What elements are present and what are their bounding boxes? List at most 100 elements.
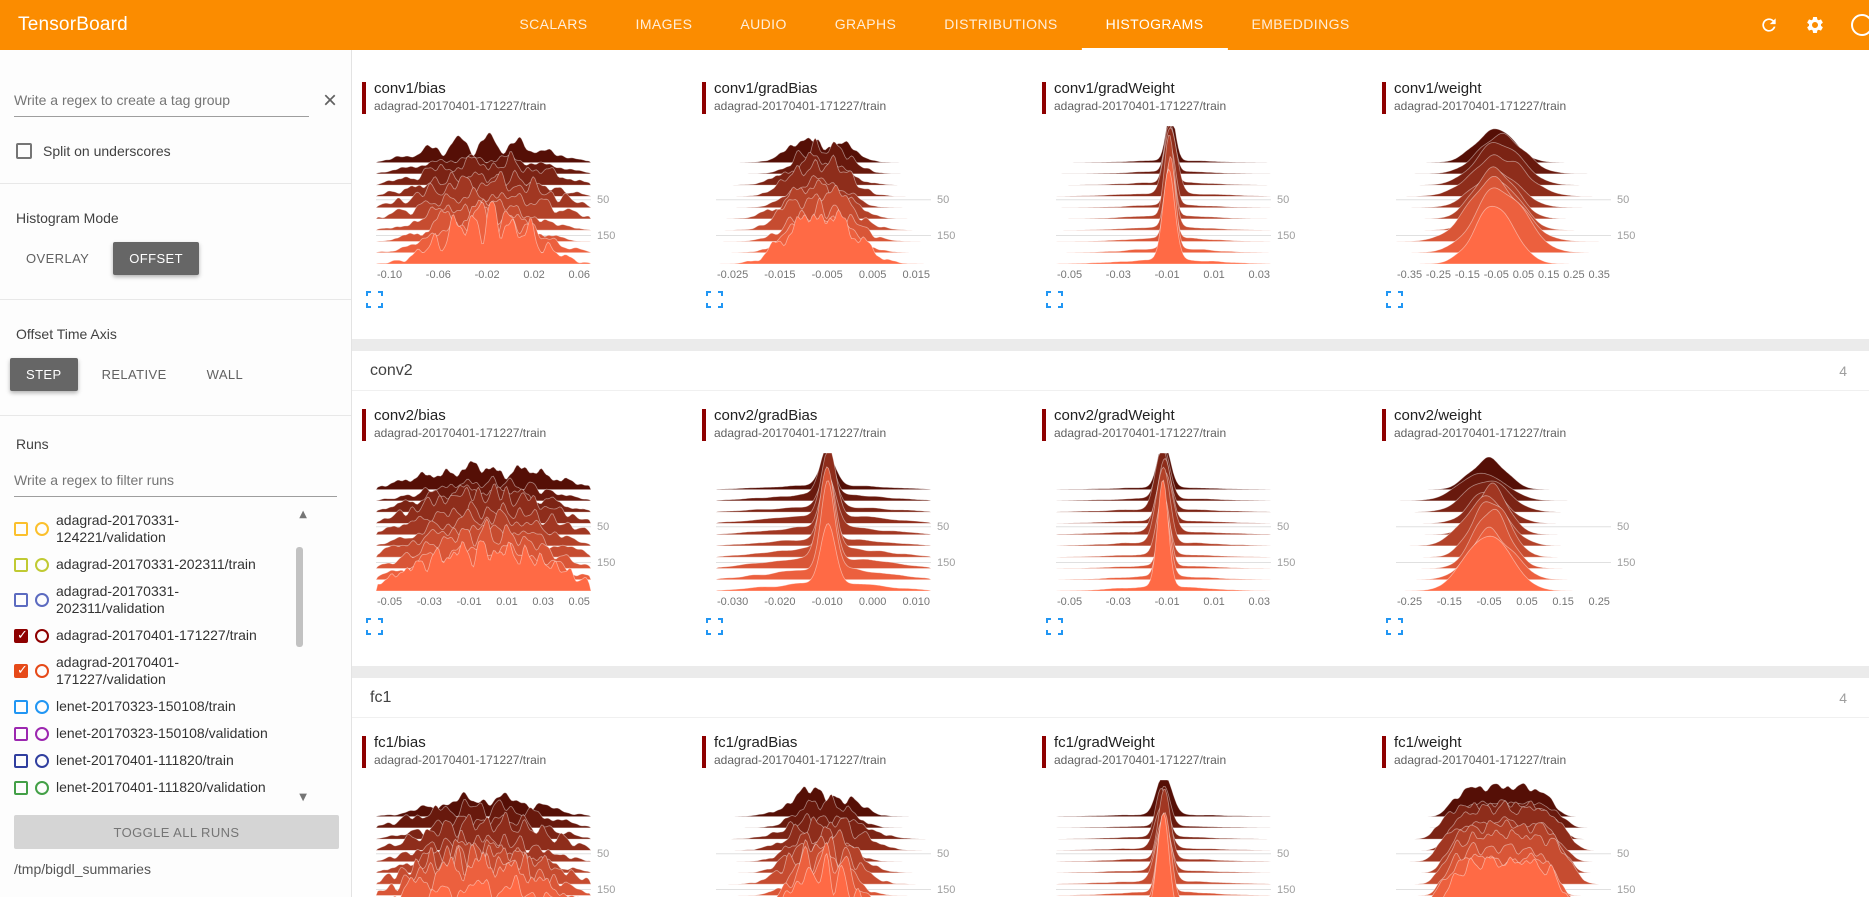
clear-tag-filter-icon[interactable]: × (322, 86, 337, 114)
histogram-chart[interactable]: 50 150 (714, 451, 955, 594)
expand-icon[interactable] (358, 291, 383, 312)
run-radio-icon[interactable] (35, 628, 49, 643)
card-run-label: adagrad-20170401-171227/train (1394, 99, 1567, 113)
run-item[interactable]: lenet-20170323-150108/validation (14, 720, 295, 747)
card-run-label: adagrad-20170401-171227/train (1394, 426, 1567, 440)
y-tick-label: 50 (597, 193, 610, 206)
offset-time-axis-wall-button[interactable]: WALL (191, 358, 260, 391)
run-checkbox-icon[interactable] (14, 726, 28, 741)
offset-time-axis-step-button[interactable]: STEP (10, 358, 78, 391)
histogram-chart[interactable]: 50 150 (374, 451, 615, 594)
settings-gear-icon[interactable] (1805, 15, 1825, 35)
expand-icon[interactable] (1378, 291, 1403, 312)
main-content: conv1/bias adagrad-20170401-171227/train 5… (352, 50, 1869, 897)
tab-audio[interactable]: AUDIO (740, 16, 787, 32)
section-count: 4 (1839, 689, 1847, 706)
run-item[interactable]: adagrad-20170331-124221/validation (14, 507, 295, 551)
x-tick-label: -0.05 (1476, 596, 1502, 608)
histogram-chart[interactable]: 50 150 (374, 124, 615, 267)
run-list-scrollbar[interactable] (296, 547, 303, 647)
tab-images[interactable]: IMAGES (635, 16, 693, 32)
expand-icon[interactable] (698, 618, 723, 639)
run-radio-icon[interactable] (35, 664, 49, 678)
help-icon[interactable] (1851, 14, 1869, 36)
histogram-chart[interactable]: 50 150 (1055, 124, 1295, 267)
run-radio-icon[interactable] (35, 557, 49, 572)
expand-icon[interactable] (358, 618, 383, 639)
section-header-conv2[interactable]: conv2 4 (352, 351, 1869, 391)
histogram-mode-offset-button[interactable]: OFFSET (113, 242, 199, 275)
histogram-chart[interactable]: 50 150 (716, 778, 955, 897)
tab-scalars[interactable]: SCALARS (519, 16, 588, 32)
toggle-all-runs-button[interactable]: TOGGLE ALL RUNS (14, 815, 339, 849)
expand-icon[interactable] (1038, 291, 1063, 312)
run-checkbox-icon[interactable] (14, 593, 28, 607)
runs-filter-input[interactable] (14, 464, 337, 497)
cards-row: conv1/bias adagrad-20170401-171227/train 5… (352, 64, 1869, 339)
scroll-up-icon[interactable]: ▲ (299, 509, 307, 520)
tab-histograms[interactable]: HISTOGRAMS (1081, 0, 1228, 50)
run-radio-icon[interactable] (35, 780, 49, 795)
split-underscores-checkbox[interactable]: Split on underscores (16, 143, 337, 159)
run-item[interactable]: lenet-20170323-150108/train (14, 693, 295, 720)
section-header-fc1[interactable]: fc1 4 (352, 678, 1869, 718)
y-tick-label: 50 (937, 193, 950, 206)
run-checkbox-icon[interactable] (14, 522, 28, 536)
card-title: conv2/gradBias (714, 407, 818, 424)
run-radio-icon[interactable] (35, 593, 49, 607)
run-radio-icon[interactable] (35, 726, 49, 741)
histogram-chart[interactable]: 50 150 (716, 124, 955, 267)
run-item[interactable]: adagrad-20170401-171227/validation (14, 649, 295, 693)
run-checkbox-icon[interactable] (14, 628, 28, 643)
section-fc1: fc1 4 fc1/bias adagrad-20170401-171227/trai… (352, 678, 1869, 897)
runs-label: Runs (16, 436, 49, 452)
run-radio-icon[interactable] (35, 522, 49, 536)
tab-embeddings[interactable]: EMBEDDINGS (1251, 16, 1350, 32)
expand-icon[interactable] (1378, 618, 1403, 639)
run-item[interactable]: adagrad-20170401-171227/train (14, 622, 295, 649)
histogram-chart[interactable]: 50 150 (374, 778, 615, 897)
run-checkbox-icon[interactable] (14, 699, 28, 714)
run-label: lenet-20170323-150108/validation (56, 725, 268, 741)
offset-time-axis-relative-button[interactable]: RELATIVE (86, 358, 183, 391)
run-item[interactable]: lenet-20170401-111820/validation (14, 774, 295, 801)
tab-distributions[interactable]: DISTRIBUTIONS (944, 16, 1058, 32)
x-axis-labels: -0.05 -0.03 -0.01 0.01 0.03 (1056, 596, 1271, 610)
run-color-bar (1382, 409, 1386, 441)
run-color-bar (702, 409, 706, 441)
scroll-down-icon[interactable]: ▼ (299, 792, 307, 803)
histogram-mode-overlay-button[interactable]: OVERLAY (10, 242, 105, 275)
log-dir-path: /tmp/bigdl_summaries (14, 861, 151, 877)
expand-icon[interactable] (698, 291, 723, 312)
histogram-card-conv2-gradBias: conv2/gradBias adagrad-20170401-171227/tr… (698, 407, 1030, 640)
histogram-chart[interactable]: 50 150 (1055, 451, 1295, 594)
run-checkbox-icon[interactable] (14, 780, 28, 795)
histogram-chart[interactable]: 50 150 (1055, 778, 1295, 897)
run-color-bar (362, 82, 366, 114)
histogram-chart[interactable]: 50 150 (1396, 451, 1635, 594)
tab-graphs[interactable]: GRAPHS (834, 16, 897, 32)
run-radio-icon[interactable] (35, 753, 49, 768)
histogram-chart[interactable]: 50 150 (1396, 778, 1635, 897)
refresh-icon[interactable] (1759, 15, 1779, 35)
x-tick-label: -0.010 (811, 596, 843, 608)
run-checkbox-icon[interactable] (14, 753, 28, 768)
x-tick-label: 0.35 (1588, 269, 1610, 281)
run-item[interactable]: adagrad-20170331-202311/validation (14, 578, 295, 622)
header-icons (1759, 14, 1869, 36)
card-run-label: adagrad-20170401-171227/train (1054, 753, 1227, 767)
run-item[interactable]: lenet-20170401-112317/train (14, 801, 295, 807)
run-radio-icon[interactable] (35, 699, 49, 714)
run-item[interactable]: adagrad-20170331-202311/train (14, 551, 295, 578)
tag-regex-input[interactable] (14, 84, 309, 117)
run-color-bar (1042, 409, 1046, 441)
y-tick-label: 150 (937, 883, 956, 896)
run-item[interactable]: lenet-20170401-111820/train (14, 747, 295, 774)
histogram-chart[interactable]: 50 150 (1395, 124, 1635, 267)
expand-icon[interactable] (1038, 618, 1063, 639)
y-tick-label: 150 (597, 556, 616, 569)
card-title: conv1/gradBias (714, 80, 818, 97)
run-checkbox-icon[interactable] (14, 557, 28, 572)
run-checkbox-icon[interactable] (14, 663, 28, 678)
section-title: fc1 (370, 688, 392, 706)
